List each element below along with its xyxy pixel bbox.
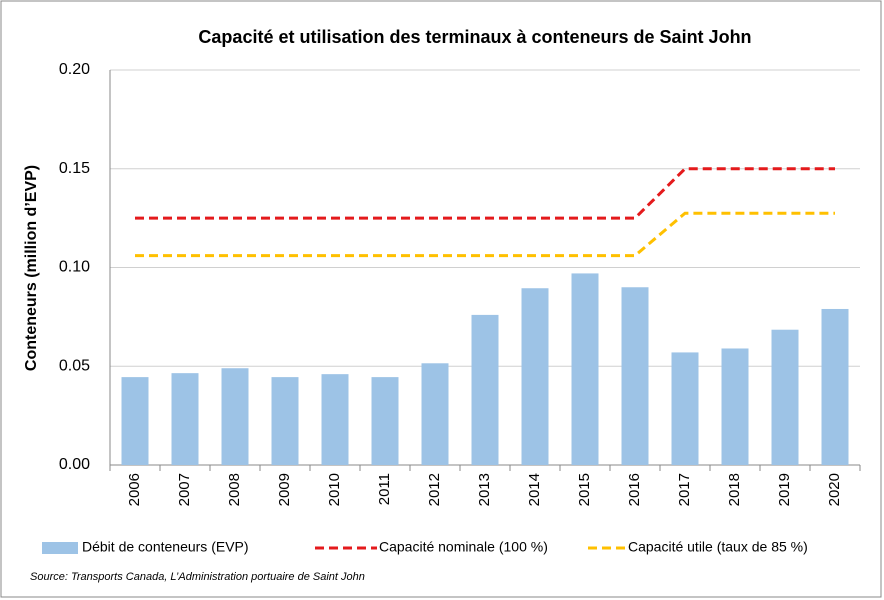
- bar: [471, 314, 499, 465]
- bar: [671, 352, 699, 465]
- x-tick-label: 2017: [676, 473, 693, 506]
- y-tick-label: 0.10: [59, 259, 90, 276]
- bar: [121, 377, 149, 465]
- legend-label: Débit de conteneurs (EVP): [82, 539, 249, 555]
- x-tick-label: 2011: [376, 473, 393, 505]
- x-tick-label: 2007: [176, 473, 193, 506]
- x-tick-label: 2012: [426, 473, 443, 506]
- x-tick-label: 2015: [576, 473, 593, 506]
- x-tick-label: 2020: [826, 473, 843, 506]
- x-tick-label: 2018: [726, 473, 743, 506]
- bar: [171, 373, 199, 465]
- bar: [271, 377, 299, 465]
- y-axis-title: Conteneurs (million d’EVP): [23, 165, 40, 371]
- y-tick-label: 0.20: [59, 61, 90, 78]
- bar: [771, 329, 799, 465]
- bar: [571, 273, 599, 465]
- legend-label: Capacité utile (taux de 85 %): [628, 539, 808, 555]
- bar: [521, 288, 549, 465]
- x-tick-label: 2014: [526, 473, 543, 506]
- bar: [221, 368, 249, 465]
- chart-title: Capacité et utilisation des terminaux à …: [198, 27, 751, 47]
- source-note: Source: Transports Canada, L’Administrat…: [30, 571, 365, 583]
- y-tick-label: 0.05: [59, 357, 90, 374]
- x-tick-label: 2010: [326, 473, 343, 506]
- bar: [621, 287, 649, 465]
- y-tick-label: 0.00: [59, 456, 90, 473]
- x-tick-label: 2019: [776, 473, 793, 506]
- x-tick-label: 2009: [276, 473, 293, 506]
- legend-label: Capacité nominale (100 %): [379, 539, 548, 555]
- bar: [371, 377, 399, 465]
- line: [135, 211, 835, 258]
- bar: [321, 374, 349, 465]
- line: [135, 167, 835, 220]
- x-tick-label: 2008: [226, 473, 243, 506]
- bar: [821, 308, 849, 465]
- x-tick-label: 2013: [476, 473, 493, 506]
- x-tick-label: 2016: [626, 473, 643, 506]
- y-tick-label: 0.15: [59, 160, 90, 177]
- x-tick-label: 2006: [126, 473, 143, 506]
- bar: [721, 348, 749, 465]
- bar: [421, 363, 449, 465]
- legend-swatch: [42, 542, 78, 554]
